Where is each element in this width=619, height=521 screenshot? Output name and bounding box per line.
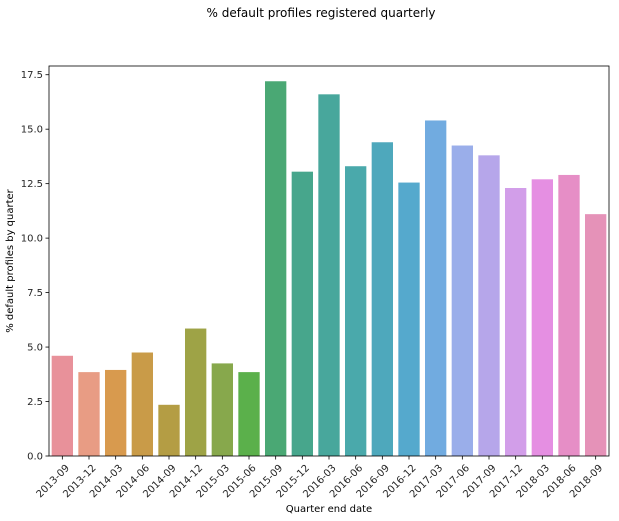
y-tick-label: 5.0 — [27, 343, 43, 354]
bar-2017-06 — [451, 145, 473, 456]
bar-2018-09 — [585, 214, 607, 456]
bar-2017-12 — [505, 188, 527, 456]
bar-2015-06 — [238, 372, 260, 456]
bar-2014-12 — [185, 328, 207, 456]
bar-2016-03 — [318, 94, 340, 456]
x-axis-label: Quarter end date — [286, 504, 372, 515]
y-axis: 0.0 2.5 5.0 7.5 10.0 12.5 15.0 17.5 — [21, 70, 49, 463]
bar-2015-12 — [291, 171, 313, 456]
bar-2013-12 — [78, 372, 100, 456]
y-tick-label: 15.0 — [21, 125, 43, 136]
y-tick-label: 12.5 — [21, 179, 43, 190]
y-tick-label: 10.0 — [21, 234, 43, 245]
y-tick-label: 0.0 — [27, 452, 43, 463]
y-tick-label: 17.5 — [21, 70, 43, 81]
chart-title: % default profiles registered quarterly — [206, 6, 435, 20]
bar-2014-06 — [131, 352, 153, 456]
bar-2015-09 — [265, 81, 287, 456]
bar-2015-03 — [211, 363, 233, 456]
x-axis: 2013-092013-122014-032014-062014-092014-… — [35, 456, 605, 500]
bars-group — [51, 81, 607, 457]
bar-2018-06 — [558, 174, 580, 457]
bar-2016-09 — [371, 142, 393, 456]
bar-2017-03 — [425, 120, 447, 457]
y-tick-label: 7.5 — [27, 288, 43, 299]
bar-2014-03 — [105, 369, 127, 456]
bar-2013-09 — [51, 355, 73, 456]
bar-2014-09 — [158, 404, 180, 456]
y-axis-label: % default profiles by quarter — [5, 188, 16, 332]
bar-2018-03 — [531, 179, 553, 457]
y-tick-label: 2.5 — [27, 397, 43, 408]
bar-2016-12 — [398, 182, 420, 456]
bar-2016-06 — [345, 166, 367, 457]
bar-2017-09 — [478, 155, 500, 457]
